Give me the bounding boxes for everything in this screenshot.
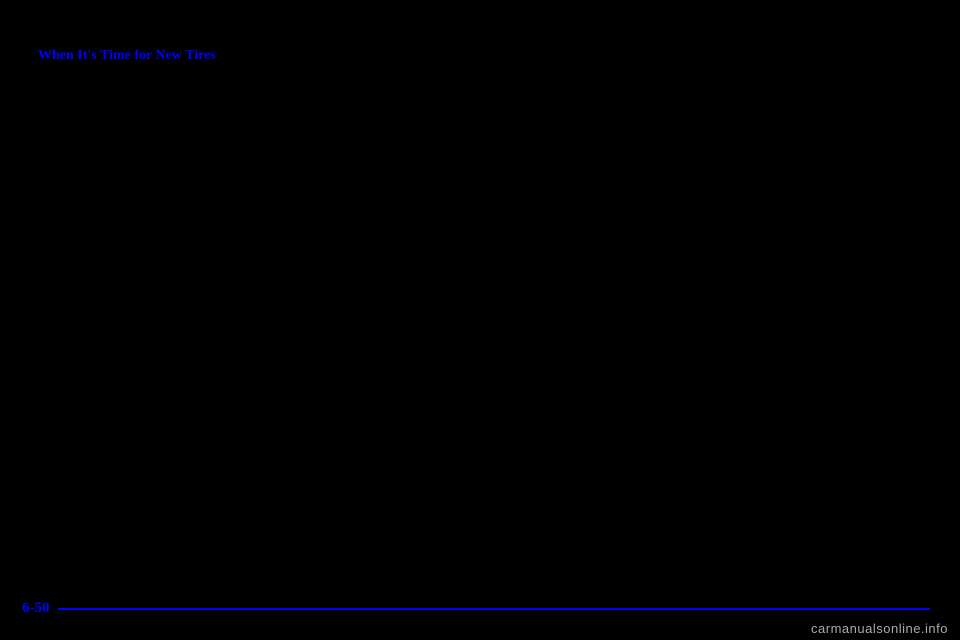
page-number: 6-50 — [22, 600, 50, 617]
watermark-text: carmanualsonline.info — [811, 621, 948, 636]
section-title: When It's Time for New Tires — [38, 48, 216, 64]
page-divider-line — [58, 608, 930, 610]
